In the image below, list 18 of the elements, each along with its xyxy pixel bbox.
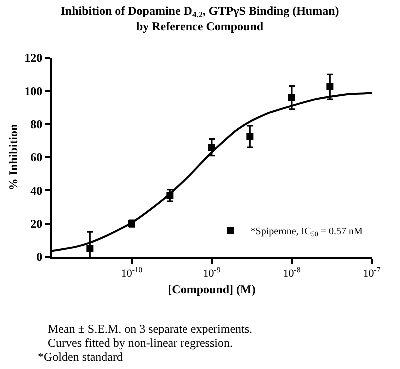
x-tick-label: 10$^{-9}$ — [203, 266, 221, 280]
y-tick-label: 120 — [24, 51, 43, 66]
text: Curves fitted by non-linear regression. — [48, 336, 233, 350]
text: *Golden standard — [38, 350, 123, 364]
y-tick-label: 80 — [30, 118, 43, 132]
chart-title: Inhibition of Dopamine D$_{4.2}$, GTPγS Binding (Human) by Reference Compound — [60, 4, 340, 34]
y-tick-label: 0 — [36, 250, 43, 264]
y-tick-label: 40 — [30, 184, 43, 198]
y-tick-label: 60 — [30, 150, 43, 165]
x-tick-label: 10$^{-8}$ — [283, 266, 301, 280]
x-tick-label: 10$^{-10}$ — [121, 266, 143, 280]
y-tick-label: 20 — [30, 217, 43, 232]
x-tick-label: 10$^{-7}$ — [363, 266, 381, 280]
x-axis-title: [Compound] (M) — [168, 282, 256, 297]
legend-label: *Spiperone, IC$_{50}$ = 0.57 nM — [250, 226, 363, 239]
text: Mean ± S.E.M. on 3 separate experiments. — [48, 322, 253, 336]
y-axis-title: % Inhibition — [6, 124, 20, 191]
y-tick-label: 100 — [24, 84, 43, 98]
